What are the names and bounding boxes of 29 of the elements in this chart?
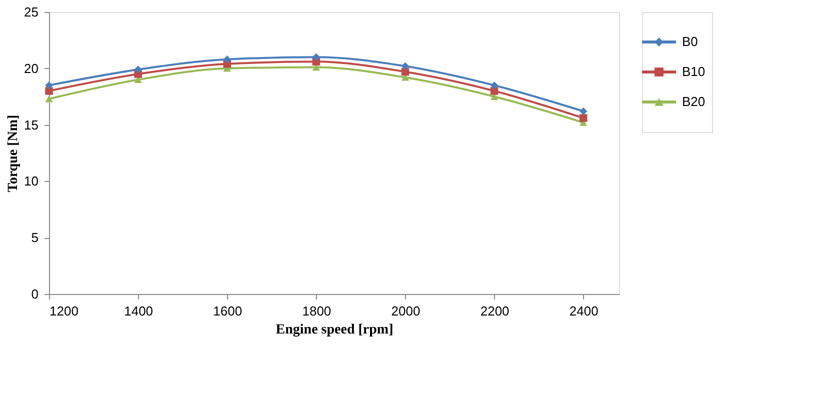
x-tick-label: 1400 — [124, 304, 154, 318]
x-tick-label: 2000 — [391, 304, 420, 318]
point — [580, 114, 588, 122]
y-tick-label: 20 — [24, 60, 38, 76]
point — [490, 81, 498, 90]
legend-label: B20 — [682, 94, 706, 109]
x-tick-label: 1800 — [302, 304, 332, 318]
point — [312, 53, 320, 61]
y-tick-label: 15 — [24, 117, 38, 132]
point — [223, 56, 231, 64]
x-tick-label: 1200 — [50, 304, 78, 318]
point — [580, 107, 588, 116]
y-tick-label: 25 — [24, 4, 38, 20]
x-tick-label: 1600 — [213, 304, 242, 318]
point — [45, 87, 53, 95]
legend-label: B0 — [682, 34, 698, 49]
point — [45, 81, 53, 90]
y-tick-label: 5 — [31, 230, 38, 246]
point — [490, 87, 498, 95]
x-tick-label: 2200 — [480, 304, 510, 318]
y-tick-label: 0 — [31, 286, 38, 302]
point — [401, 62, 410, 70]
x-axis-title: Engine speed [rpm] — [276, 322, 394, 338]
y-axis-title: Torque [Nm] — [6, 114, 22, 192]
point — [134, 66, 142, 74]
x-tick-label: 2400 — [569, 304, 598, 318]
legend-label: B10 — [682, 64, 706, 79]
y-tick-label: 10 — [24, 174, 38, 189]
point — [45, 96, 53, 102]
